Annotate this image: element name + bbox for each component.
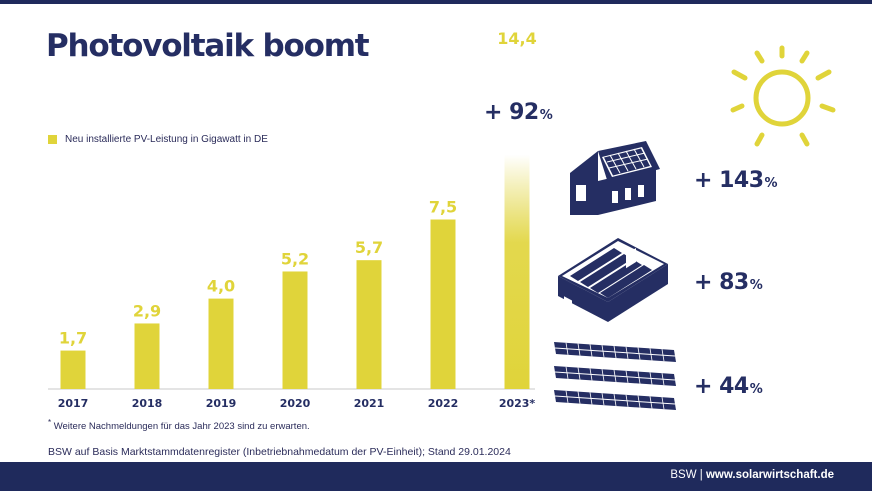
bar-2022 — [430, 219, 456, 389]
page-title: Photovoltaik boomt — [46, 28, 370, 64]
bar-2023 — [504, 63, 530, 390]
chart-legend: Neu installierte PV-Leistung in Gigawatt… — [48, 134, 268, 145]
value-label-2019: 4,0 — [207, 277, 235, 296]
value-label-2022: 7,5 — [429, 198, 457, 217]
footer-bar: BSW | www.solarwirtschaft.de — [0, 462, 872, 491]
value-label-2023: 14,4 — [497, 29, 536, 48]
bar-chart: 1,7 2017 2,9 2018 4,0 2019 5,2 2020 5,7 2021 7,5 20… — [48, 29, 537, 410]
x-tick-label-2023: 2023* — [499, 397, 536, 410]
source-note: BSW auf Basis Marktstammdatenregister (I… — [48, 446, 511, 458]
x-tick-label-2021: 2021 — [354, 397, 385, 410]
value-label-2020: 5,2 — [281, 249, 309, 268]
value-label-2021: 5,7 — [355, 238, 383, 257]
sun-icon — [720, 40, 840, 159]
bar-2019 — [208, 298, 234, 389]
bar-2021 — [356, 260, 382, 389]
legend-swatch — [48, 135, 57, 144]
footer-url-link[interactable]: www.solarwirtschaft.de — [705, 469, 834, 481]
bar-2017 — [60, 350, 86, 389]
value-label-2017: 1,7 — [59, 329, 87, 348]
bar-2018 — [134, 323, 160, 389]
legend-label: Neu installierte PV-Leistung in Gigawatt… — [65, 134, 268, 145]
house-solar-icon — [568, 135, 668, 224]
x-tick-label-2017: 2017 — [58, 397, 89, 410]
footnote-text: Weitere Nachmeldungen für das Jahr 2023 … — [53, 421, 310, 433]
x-tick-label-2022: 2022 — [428, 397, 459, 410]
growth-2023-label: + 92% — [484, 100, 553, 125]
x-tick-label-2019: 2019 — [206, 397, 237, 410]
footer-org: BSW | — [670, 469, 706, 481]
top-border — [0, 0, 872, 4]
x-tick-label-2018: 2018 — [132, 397, 163, 410]
footnote-mark: * — [48, 418, 52, 427]
value-label-2018: 2,9 — [133, 301, 161, 320]
stat-ground-label: + 44% — [694, 374, 763, 399]
bar-2020 — [282, 271, 308, 389]
ground-mounted-solar-icon — [552, 338, 682, 426]
commercial-roof-solar-icon — [556, 224, 671, 328]
stat-house-label: + 143% — [694, 168, 778, 193]
footer-text: BSW | www.solarwirtschaft.de — [670, 469, 834, 481]
stat-commercial-label: + 83% — [694, 270, 763, 295]
x-tick-label-2020: 2020 — [280, 397, 311, 410]
footnote: * Weitere Nachmeldungen für das Jahr 202… — [48, 418, 310, 432]
